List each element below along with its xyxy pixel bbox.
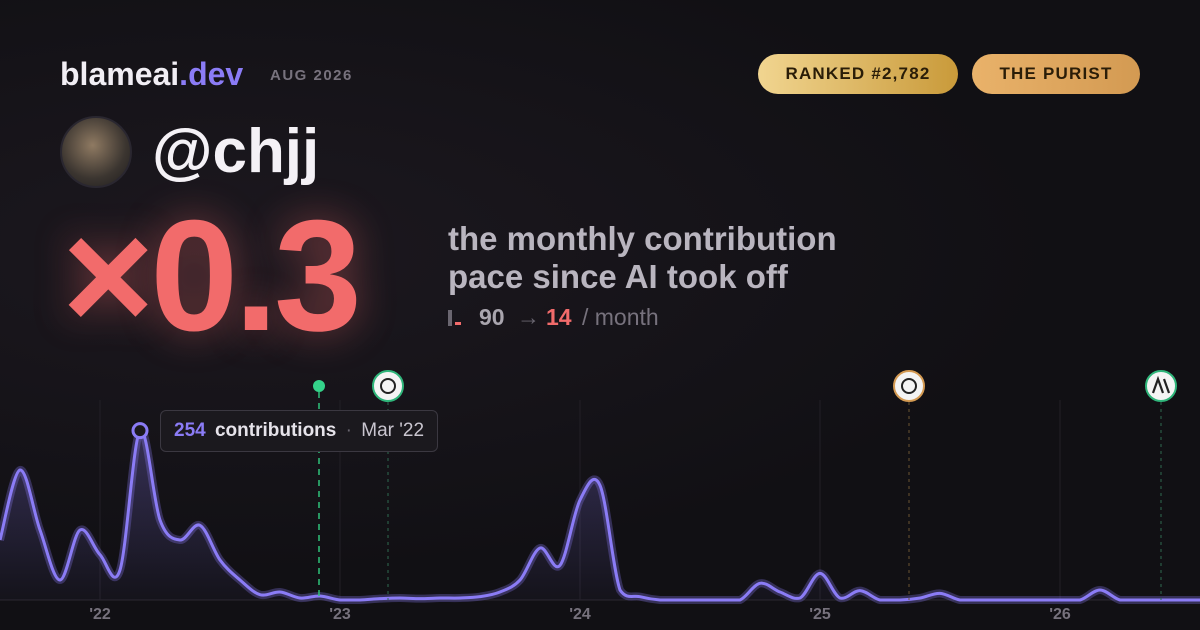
event-icon [380, 378, 396, 394]
tooltip-date: Mar '22 [361, 420, 425, 441]
multiplier: ×0.3 [62, 188, 362, 364]
hover-point [131, 422, 149, 440]
event-icon [1151, 375, 1171, 394]
before: 90 [479, 304, 505, 330]
tooltip-label: contributions [214, 420, 337, 441]
x-tick-label: '22 [89, 606, 111, 623]
tooltip: 254 contributions · Mar '22 [160, 410, 439, 452]
unit: / month [581, 304, 659, 330]
brand-tld: .dev [179, 56, 244, 92]
event-icon [372, 370, 404, 402]
event-dot [313, 380, 325, 392]
x-tick-label: '26 [1049, 606, 1071, 623]
date: AUG 2026 [270, 67, 353, 84]
x-tick-label: '25 [809, 606, 831, 623]
tooltip-sep: · [345, 420, 352, 441]
avatar [60, 116, 132, 188]
events [313, 370, 1177, 600]
icon [455, 322, 461, 325]
brand-name: blameai [60, 56, 180, 92]
arrow: → [516, 304, 540, 330]
rank-badge: RANKED #2,782 [758, 54, 958, 94]
handle: @chjj [152, 117, 320, 186]
caption-line: the monthly contribution [448, 220, 837, 257]
event-icon [901, 378, 917, 394]
x-tick-label: '23 [329, 606, 351, 623]
brand: blameai.dev [60, 56, 243, 93]
area [0, 430, 1200, 600]
event-icon [893, 370, 925, 402]
caption-line: pace since AI took off [448, 258, 788, 295]
title-badge: THE PURIST [972, 54, 1140, 94]
icon [448, 310, 452, 326]
caption: the monthly contribution pace since AI to… [448, 220, 837, 296]
x-tick-label: '24 [569, 606, 591, 623]
tooltip-value: 254 [174, 420, 206, 441]
pace: 90 → 14 / month [448, 304, 659, 331]
after: 14 [545, 304, 572, 330]
line [0, 428, 1200, 602]
